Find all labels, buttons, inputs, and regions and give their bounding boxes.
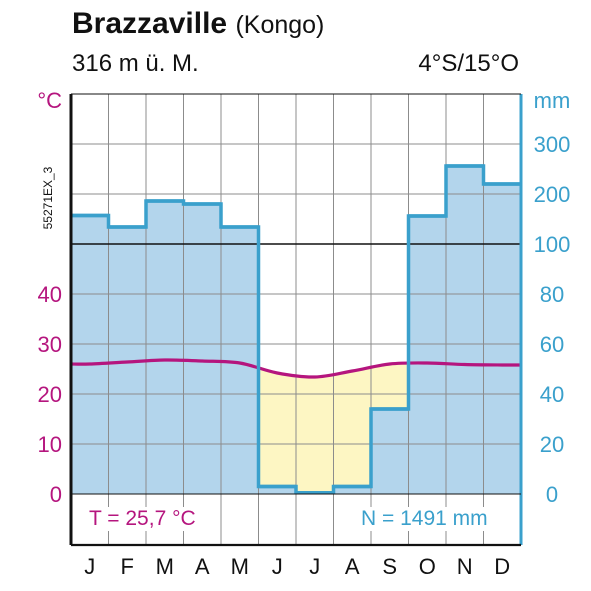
month-label-5: M xyxy=(231,554,249,579)
country-name: (Kongo) xyxy=(235,11,325,39)
month-label-1: J xyxy=(84,554,95,579)
chart-frame xyxy=(69,93,523,547)
right-tick-label: 200 xyxy=(534,182,571,207)
left-axis-unit: °C xyxy=(37,88,62,113)
month-label-2: F xyxy=(121,554,134,579)
month-label-6: J xyxy=(272,554,283,579)
precipitation-layer xyxy=(71,164,521,495)
month-label-12: D xyxy=(494,554,510,579)
month-label-7: J xyxy=(309,554,320,579)
coordinates-label: 4°S/15°O xyxy=(418,50,519,77)
month-label-9: S xyxy=(382,554,397,579)
month-label-4: A xyxy=(195,554,210,579)
left-tick-label: 10 xyxy=(38,432,62,457)
precipitation-step-line xyxy=(71,164,521,495)
left-tick-label: 20 xyxy=(38,382,62,407)
month-label-11: N xyxy=(457,554,473,579)
right-axis-unit: mm xyxy=(534,88,571,113)
right-tick-label: 60 xyxy=(540,332,564,357)
right-tick-label: 20 xyxy=(540,432,564,457)
left-tick-label: 40 xyxy=(38,282,62,307)
precipitation-total-label: N = 1491 mm xyxy=(358,507,491,531)
side-code: 55271EX_3 xyxy=(41,166,55,230)
left-tick-label: 0 xyxy=(50,482,62,507)
left-tick-label: 30 xyxy=(38,332,62,357)
elevation-label: 316 m ü. M. xyxy=(72,50,199,77)
station-name: Brazzaville (Kongo) xyxy=(72,7,325,40)
month-label-10: O xyxy=(419,554,436,579)
temperature-mean-label: T = 25,7 °C xyxy=(86,507,199,531)
temperature-layer xyxy=(70,358,522,379)
right-tick-label: 40 xyxy=(540,382,564,407)
right-tick-label: 300 xyxy=(534,132,571,157)
right-tick-label: 80 xyxy=(540,282,564,307)
month-label-3: M xyxy=(156,554,174,579)
right-tick-label: 0 xyxy=(546,482,558,507)
temperature-curve xyxy=(70,358,522,379)
month-label-8: A xyxy=(345,554,360,579)
right-tick-label: 100 xyxy=(534,232,571,257)
